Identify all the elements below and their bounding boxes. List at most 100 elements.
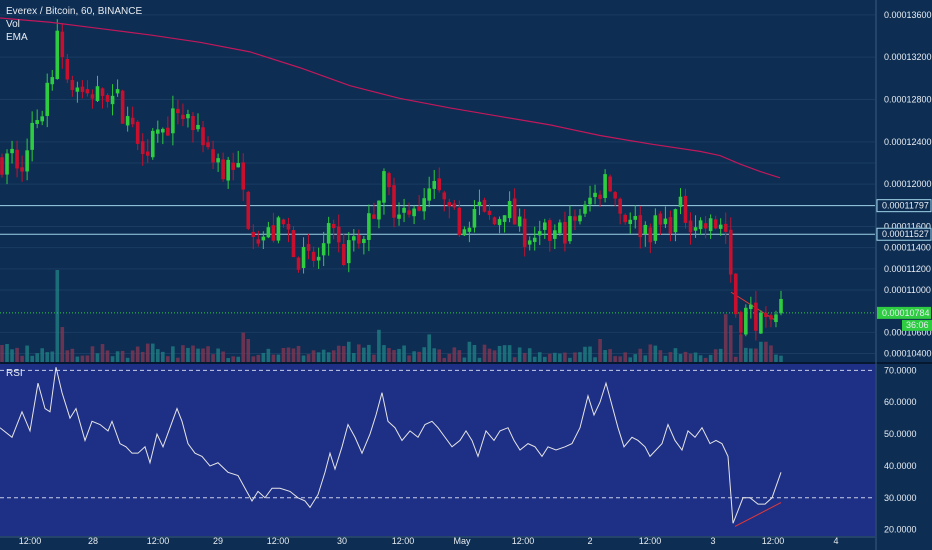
candle[interactable] bbox=[588, 197, 592, 205]
candle[interactable] bbox=[598, 194, 602, 199]
candle[interactable] bbox=[251, 231, 256, 238]
candle[interactable] bbox=[140, 141, 145, 155]
candle[interactable] bbox=[25, 150, 29, 172]
candle[interactable] bbox=[50, 77, 55, 85]
candle[interactable] bbox=[713, 219, 718, 229]
candle[interactable] bbox=[0, 157, 4, 175]
candle[interactable] bbox=[738, 312, 743, 333]
candle[interactable] bbox=[402, 207, 406, 213]
candle[interactable] bbox=[20, 167, 24, 172]
rsi-trendline[interactable] bbox=[734, 502, 782, 527]
candle[interactable] bbox=[266, 227, 271, 238]
candle[interactable] bbox=[497, 219, 502, 226]
candle[interactable] bbox=[5, 153, 9, 175]
candle[interactable] bbox=[60, 31, 65, 57]
candle[interactable] bbox=[367, 213, 371, 240]
candle[interactable] bbox=[352, 236, 356, 241]
candle[interactable] bbox=[196, 124, 200, 130]
candle[interactable] bbox=[663, 218, 668, 225]
candle[interactable] bbox=[698, 220, 703, 230]
candle[interactable] bbox=[522, 218, 527, 247]
candle[interactable] bbox=[613, 192, 617, 199]
candle[interactable] bbox=[628, 219, 633, 225]
candle[interactable] bbox=[638, 215, 643, 238]
candle[interactable] bbox=[216, 158, 220, 163]
candle[interactable] bbox=[482, 199, 487, 212]
candle[interactable] bbox=[532, 237, 537, 242]
candle[interactable] bbox=[744, 307, 748, 335]
candle[interactable] bbox=[573, 216, 577, 221]
candle[interactable] bbox=[100, 88, 105, 96]
candle[interactable] bbox=[537, 231, 542, 236]
volume-legend[interactable]: Vol bbox=[6, 19, 20, 30]
candle[interactable] bbox=[608, 176, 612, 192]
candle[interactable] bbox=[487, 210, 492, 215]
candle[interactable] bbox=[372, 214, 376, 219]
candle[interactable] bbox=[764, 312, 768, 318]
ema-legend[interactable]: EMA bbox=[6, 32, 28, 43]
candle[interactable] bbox=[457, 207, 462, 236]
last-price-tag[interactable] bbox=[877, 306, 931, 319]
candle[interactable] bbox=[623, 214, 627, 223]
candle[interactable] bbox=[120, 90, 125, 124]
candle[interactable] bbox=[658, 213, 663, 225]
candle[interactable] bbox=[568, 216, 572, 242]
candle[interactable] bbox=[643, 224, 648, 235]
candle[interactable] bbox=[10, 148, 14, 154]
candle[interactable] bbox=[256, 239, 261, 244]
candle[interactable] bbox=[542, 222, 547, 230]
level-price-tag[interactable] bbox=[876, 227, 932, 241]
candle[interactable] bbox=[437, 178, 442, 191]
candle[interactable] bbox=[422, 198, 426, 212]
candle[interactable] bbox=[673, 209, 678, 233]
candle[interactable] bbox=[115, 89, 120, 94]
candle[interactable] bbox=[688, 220, 693, 233]
candle[interactable] bbox=[211, 149, 215, 163]
candle[interactable] bbox=[779, 298, 783, 314]
candle[interactable] bbox=[156, 129, 160, 134]
price-trendline[interactable] bbox=[730, 291, 777, 322]
candle[interactable] bbox=[145, 151, 150, 156]
candle[interactable] bbox=[75, 87, 80, 92]
candle[interactable] bbox=[176, 108, 180, 114]
candle[interactable] bbox=[553, 230, 557, 239]
candle[interactable] bbox=[150, 130, 155, 158]
candle[interactable] bbox=[95, 86, 100, 102]
candle[interactable] bbox=[407, 210, 411, 215]
candle[interactable] bbox=[432, 180, 437, 189]
candle[interactable] bbox=[261, 236, 266, 241]
candle[interactable] bbox=[286, 223, 291, 230]
candle[interactable] bbox=[377, 200, 381, 220]
candle[interactable] bbox=[593, 192, 597, 198]
candle[interactable] bbox=[517, 216, 522, 227]
candle[interactable] bbox=[653, 215, 658, 241]
candle[interactable] bbox=[728, 229, 733, 275]
candle[interactable] bbox=[70, 79, 75, 91]
rsi-line[interactable] bbox=[0, 367, 782, 524]
candle[interactable] bbox=[206, 142, 210, 148]
candle[interactable] bbox=[85, 89, 90, 94]
candle[interactable] bbox=[759, 312, 763, 334]
candle[interactable] bbox=[507, 201, 512, 219]
candle[interactable] bbox=[668, 217, 673, 234]
level-price-tag[interactable] bbox=[876, 199, 932, 213]
candle[interactable] bbox=[221, 159, 225, 180]
candle[interactable] bbox=[527, 240, 532, 245]
candle[interactable] bbox=[462, 229, 467, 236]
candle[interactable] bbox=[362, 238, 366, 244]
candle[interactable] bbox=[417, 206, 421, 211]
candle[interactable] bbox=[166, 127, 170, 136]
candle[interactable] bbox=[502, 215, 507, 222]
candle[interactable] bbox=[341, 244, 346, 266]
candle[interactable] bbox=[311, 251, 316, 261]
candle[interactable] bbox=[442, 192, 447, 200]
candle[interactable] bbox=[336, 226, 341, 243]
candle[interactable] bbox=[683, 195, 688, 223]
candle[interactable] bbox=[382, 171, 386, 203]
candle[interactable] bbox=[477, 201, 482, 207]
candle[interactable] bbox=[306, 244, 311, 251]
candle[interactable] bbox=[321, 243, 326, 256]
candle[interactable] bbox=[452, 203, 457, 208]
candle[interactable] bbox=[276, 217, 281, 241]
candle[interactable] bbox=[281, 219, 286, 225]
